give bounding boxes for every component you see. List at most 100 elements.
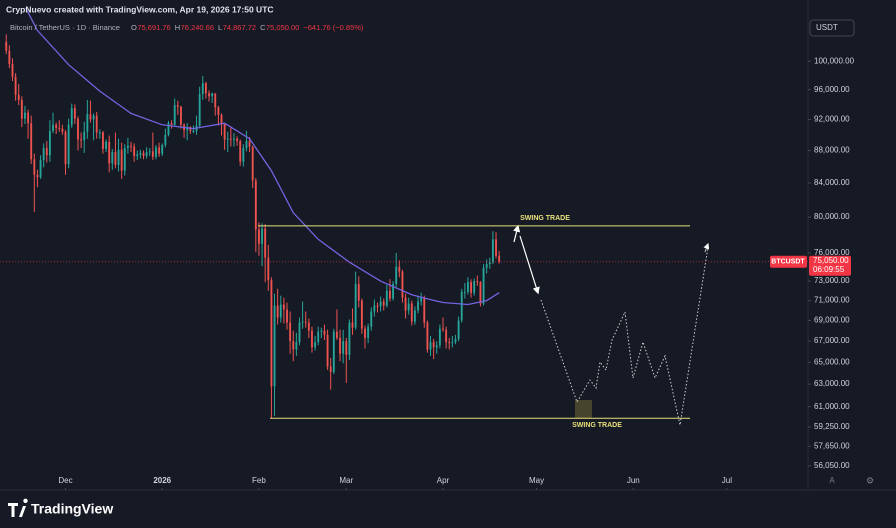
x-tick-label: May — [529, 476, 544, 485]
x-tick-label: Apr — [437, 476, 450, 485]
candle-body — [95, 115, 98, 133]
candle-body — [385, 290, 388, 306]
candle-body — [326, 334, 329, 367]
candle-body — [148, 151, 151, 153]
y-tick-label: 65,000.00 — [814, 357, 850, 366]
candle-body — [298, 322, 301, 343]
level-label: SWING TRADE — [572, 422, 622, 429]
candle-body — [354, 284, 357, 328]
candle-body — [5, 41, 8, 51]
candle-body — [70, 108, 73, 125]
candle-body — [413, 310, 416, 322]
candle-body — [242, 148, 245, 162]
candle-body — [438, 328, 441, 346]
candle-body — [27, 112, 30, 124]
candle-body — [173, 105, 176, 125]
y-tick-label: 92,000.00 — [814, 115, 850, 124]
candle-body — [445, 329, 448, 343]
y-tick-label: 67,000.00 — [814, 336, 850, 345]
x-tick-label: Mar — [339, 476, 353, 485]
candle-body — [220, 114, 223, 124]
candle-body — [479, 282, 482, 304]
candle-body — [151, 151, 154, 157]
plot — [0, 8, 808, 419]
price-tag-bg — [809, 255, 851, 276]
candle-body — [448, 342, 451, 344]
ohlc-key: L — [218, 23, 222, 32]
candle-body — [410, 303, 413, 322]
candle-body — [24, 112, 26, 119]
symbol-tag-bg — [770, 255, 807, 268]
candle-body — [89, 114, 92, 120]
candle-body — [217, 107, 220, 115]
candle-body — [8, 50, 11, 64]
candle-body — [314, 342, 317, 348]
settings-button[interactable]: ⚙ — [866, 475, 874, 485]
candle-body — [211, 93, 214, 97]
candle-body — [198, 94, 201, 126]
candle-body — [317, 331, 320, 343]
candle-body — [382, 301, 385, 306]
candle-body — [264, 228, 267, 258]
price-tag: 75,050.00 — [813, 256, 849, 265]
currency: USDT — [816, 23, 838, 32]
candle-body — [332, 331, 335, 373]
candle-body — [488, 262, 491, 265]
y-tick-label: 71,000.00 — [814, 296, 850, 305]
arrow — [519, 235, 540, 295]
candle-body — [457, 320, 460, 340]
candle-body — [320, 330, 323, 332]
x-tick-label: Feb — [252, 476, 266, 485]
candle-body — [204, 83, 207, 94]
candle-body — [126, 145, 129, 149]
candle-body — [367, 326, 370, 338]
candle-body — [289, 322, 292, 342]
candle-body — [279, 304, 282, 318]
candle-body — [454, 339, 457, 343]
candle-body — [251, 146, 254, 181]
candle-body — [142, 152, 145, 157]
candle-body — [55, 124, 58, 128]
candle-body — [373, 305, 376, 312]
candle-body — [80, 139, 83, 141]
candle-body — [292, 341, 295, 350]
candle-body — [398, 266, 401, 272]
candle-body — [339, 337, 341, 354]
candle-body — [482, 267, 485, 304]
auto-button[interactable]: A — [829, 476, 835, 485]
y-tick-label: 61,000.00 — [814, 402, 850, 411]
candle-body — [245, 141, 248, 149]
candle-body — [301, 321, 304, 323]
candle-body — [476, 281, 479, 283]
x-tick-label: 2026 — [153, 476, 171, 485]
candle-body — [498, 255, 501, 262]
ohlc-value: 76,240.66 — [181, 23, 214, 32]
candle-body — [270, 280, 273, 387]
ohlc-value: 75,691.76 — [137, 23, 170, 32]
candle-body — [345, 341, 348, 355]
candle-body — [451, 342, 454, 344]
candle-body — [357, 284, 360, 301]
currency-button[interactable] — [809, 19, 855, 37]
candle-body — [48, 130, 51, 156]
footer — [0, 492, 896, 528]
y-tick-label: 96,000.00 — [814, 85, 850, 94]
candle-body — [420, 297, 423, 302]
candle-body — [11, 63, 14, 77]
x-tick-label: Jul — [722, 476, 732, 485]
y-tick-label: 84,000.00 — [814, 178, 850, 187]
candle-body — [130, 145, 132, 147]
target-box — [575, 400, 592, 418]
candle-body — [323, 330, 326, 335]
candle-body — [20, 99, 23, 119]
candle-body — [392, 284, 395, 299]
candle-body — [108, 141, 111, 164]
candle-body — [395, 266, 398, 285]
candle-body — [123, 148, 126, 171]
candle-body — [473, 281, 476, 293]
candle-body — [295, 342, 298, 350]
candle-body — [42, 148, 45, 161]
candle-body — [61, 128, 64, 132]
y-tick-label: 100,000.00 — [814, 56, 855, 65]
